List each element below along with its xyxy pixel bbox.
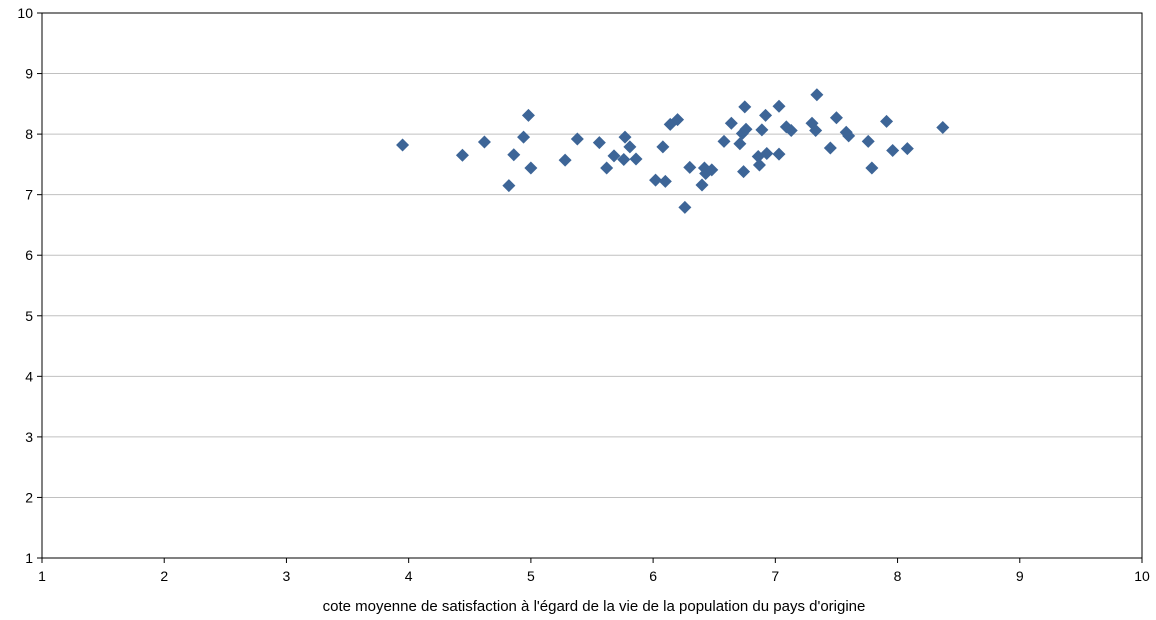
data-point [886, 143, 900, 157]
data-point [739, 122, 753, 136]
x-tick-label: 3 [283, 568, 291, 584]
y-tick-label: 5 [25, 308, 33, 324]
x-axis-title: cote moyenne de satisfaction à l'égard d… [323, 598, 866, 615]
data-point [629, 152, 643, 166]
x-tick-label: 1 [38, 568, 46, 584]
data-point [558, 153, 572, 167]
data-point [759, 108, 773, 122]
x-tick-label: 7 [771, 568, 779, 584]
data-point [784, 123, 798, 137]
y-tick-label: 4 [25, 368, 33, 384]
data-point [477, 135, 491, 149]
data-point [683, 160, 697, 174]
data-point [737, 165, 751, 179]
data-point [524, 161, 538, 175]
data-point [823, 141, 837, 155]
data-point [724, 116, 738, 130]
data-point [880, 114, 894, 128]
data-point [455, 148, 469, 162]
x-tick-label: 8 [894, 568, 902, 584]
x-axis-tick-labels: 1 2 3 4 5 6 7 8 9 10 [38, 558, 1150, 584]
data-point [733, 137, 747, 151]
y-tick-label: 7 [25, 187, 33, 203]
data-point [623, 140, 637, 154]
y-tick-label: 1 [25, 550, 33, 566]
data-point [752, 158, 766, 172]
data-points [396, 88, 950, 214]
y-axis-tick-labels: 1 2 3 4 5 6 7 8 9 10 [17, 5, 42, 566]
data-point [517, 130, 531, 144]
gridlines [42, 73, 1142, 498]
data-point [570, 132, 584, 146]
data-point [396, 138, 410, 152]
data-point [592, 136, 606, 150]
data-point [658, 174, 672, 188]
data-point [507, 148, 521, 162]
data-point [760, 146, 774, 160]
data-point [656, 140, 670, 154]
data-point [717, 134, 731, 148]
data-point [829, 111, 843, 125]
plot-area [41, 12, 1143, 559]
data-point [671, 113, 685, 127]
data-point [772, 99, 786, 113]
x-tick-label: 2 [160, 568, 168, 584]
data-point [842, 129, 856, 143]
y-tick-label: 2 [25, 489, 33, 505]
data-point [936, 120, 950, 134]
data-point [810, 88, 824, 102]
data-point [779, 120, 793, 134]
data-point [772, 147, 786, 161]
y-tick-label: 9 [25, 66, 33, 82]
data-point [600, 161, 614, 175]
x-tick-label: 5 [527, 568, 535, 584]
data-point [755, 123, 769, 137]
data-point [900, 142, 914, 156]
x-tick-label: 10 [1134, 568, 1150, 584]
data-point [705, 163, 719, 177]
data-point [617, 153, 631, 167]
data-point [607, 149, 621, 163]
y-tick-label: 6 [25, 247, 33, 263]
data-point [649, 173, 663, 187]
y-tick-label: 3 [25, 429, 33, 445]
data-point [809, 123, 823, 137]
x-tick-label: 9 [1016, 568, 1024, 584]
x-tick-label: 4 [405, 568, 413, 584]
y-tick-label: 10 [17, 5, 33, 21]
data-point [502, 179, 516, 193]
data-point [521, 108, 535, 122]
data-point [738, 100, 752, 114]
data-point [861, 134, 875, 148]
data-point [678, 200, 692, 214]
data-point [865, 161, 879, 175]
y-tick-label: 8 [25, 126, 33, 142]
data-point [695, 178, 709, 192]
data-point [618, 130, 632, 144]
x-tick-label: 6 [649, 568, 657, 584]
